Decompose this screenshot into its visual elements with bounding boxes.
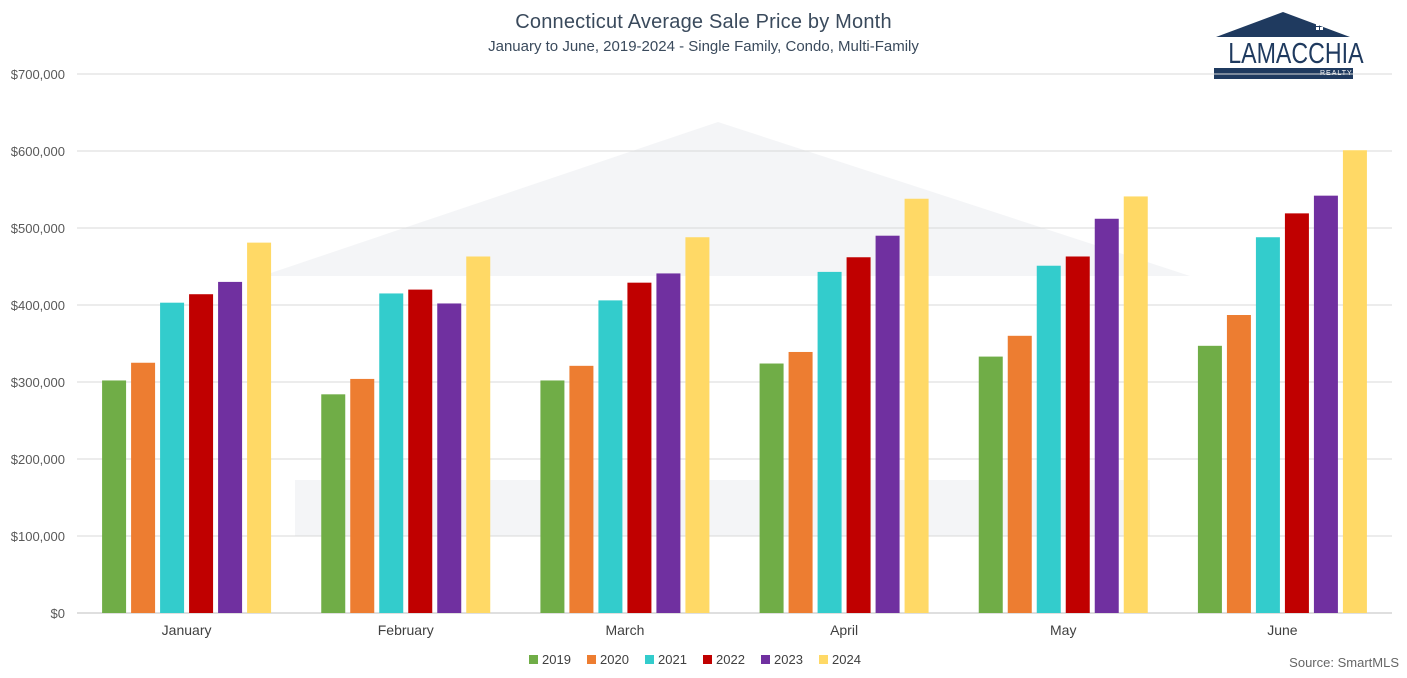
- bar-2023-may: [1094, 218, 1119, 613]
- bar-2021-may: [1036, 265, 1061, 613]
- bar-2022-january: [189, 294, 214, 613]
- bar-2020-may: [1007, 335, 1032, 613]
- x-tick-label: February: [378, 622, 434, 638]
- bar-2020-january: [131, 362, 156, 613]
- bar-2023-february: [437, 303, 462, 613]
- bar-2021-january: [160, 302, 185, 613]
- bar-2024-may: [1123, 196, 1148, 613]
- logo-name: LAMACCHIA: [1228, 38, 1364, 70]
- source-note: Source: SmartMLS: [1289, 655, 1399, 670]
- legend-label-2019: 2019: [542, 652, 571, 667]
- legend-swatch-2022: [703, 655, 712, 664]
- bar-2023-january: [218, 281, 243, 613]
- bar-2022-february: [408, 289, 433, 613]
- bar-2023-april: [875, 235, 900, 613]
- bar-2021-april: [817, 271, 842, 613]
- bar-2022-april: [846, 257, 871, 613]
- legend-swatch-2020: [587, 655, 596, 664]
- bar-2019-march: [540, 380, 565, 613]
- bar-2019-february: [321, 394, 346, 613]
- y-tick-label: $600,000: [11, 144, 65, 159]
- chart-subtitle: January to June, 2019-2024 - Single Fami…: [488, 38, 919, 55]
- legend-label-2022: 2022: [716, 652, 745, 667]
- y-tick-label: $200,000: [11, 452, 65, 467]
- chart-title: Connecticut Average Sale Price by Month: [515, 11, 892, 33]
- bar-2024-april: [904, 198, 929, 614]
- bar-2019-april: [759, 363, 784, 613]
- y-tick-label: $500,000: [11, 221, 65, 236]
- bar-2023-june: [1313, 195, 1338, 613]
- bar-2021-march: [598, 300, 623, 613]
- y-tick-label: $400,000: [11, 298, 65, 313]
- bar-2021-february: [379, 293, 404, 613]
- legend-swatch-2021: [645, 655, 654, 664]
- bar-2019-june: [1197, 345, 1222, 613]
- bar-2021-june: [1255, 237, 1280, 614]
- bar-2024-june: [1342, 150, 1367, 614]
- x-tick-label: April: [830, 622, 858, 638]
- x-tick-label: June: [1267, 622, 1298, 638]
- bar-2020-february: [350, 378, 375, 613]
- legend-label-2023: 2023: [774, 652, 803, 667]
- bar-2023-march: [656, 273, 681, 613]
- legend-label-2021: 2021: [658, 652, 687, 667]
- x-tick-label: May: [1050, 622, 1076, 638]
- bar-2024-february: [466, 256, 491, 613]
- bar-2020-june: [1226, 315, 1251, 613]
- logo-roof-icon: [1216, 12, 1350, 37]
- y-tick-label: $0: [51, 606, 65, 621]
- legend-swatch-2023: [761, 655, 770, 664]
- x-tick-label: March: [605, 622, 644, 638]
- legend-swatch-2019: [529, 655, 538, 664]
- bar-2019-may: [978, 356, 1003, 613]
- bar-2024-march: [685, 237, 710, 614]
- bar-2022-march: [627, 282, 652, 613]
- bar-2019-january: [102, 380, 127, 613]
- y-tick-label: $100,000: [11, 529, 65, 544]
- bar-2020-april: [788, 351, 813, 613]
- bar-2022-may: [1065, 256, 1090, 613]
- bar-2024-january: [247, 242, 272, 613]
- x-tick-label: January: [162, 622, 212, 638]
- bar-2022-june: [1284, 213, 1309, 613]
- legend-swatch-2024: [819, 655, 828, 664]
- legend-label-2020: 2020: [600, 652, 629, 667]
- y-tick-label: $700,000: [11, 67, 65, 82]
- y-tick-label: $300,000: [11, 375, 65, 390]
- legend-label-2024: 2024: [832, 652, 861, 667]
- bar-2020-march: [569, 365, 594, 613]
